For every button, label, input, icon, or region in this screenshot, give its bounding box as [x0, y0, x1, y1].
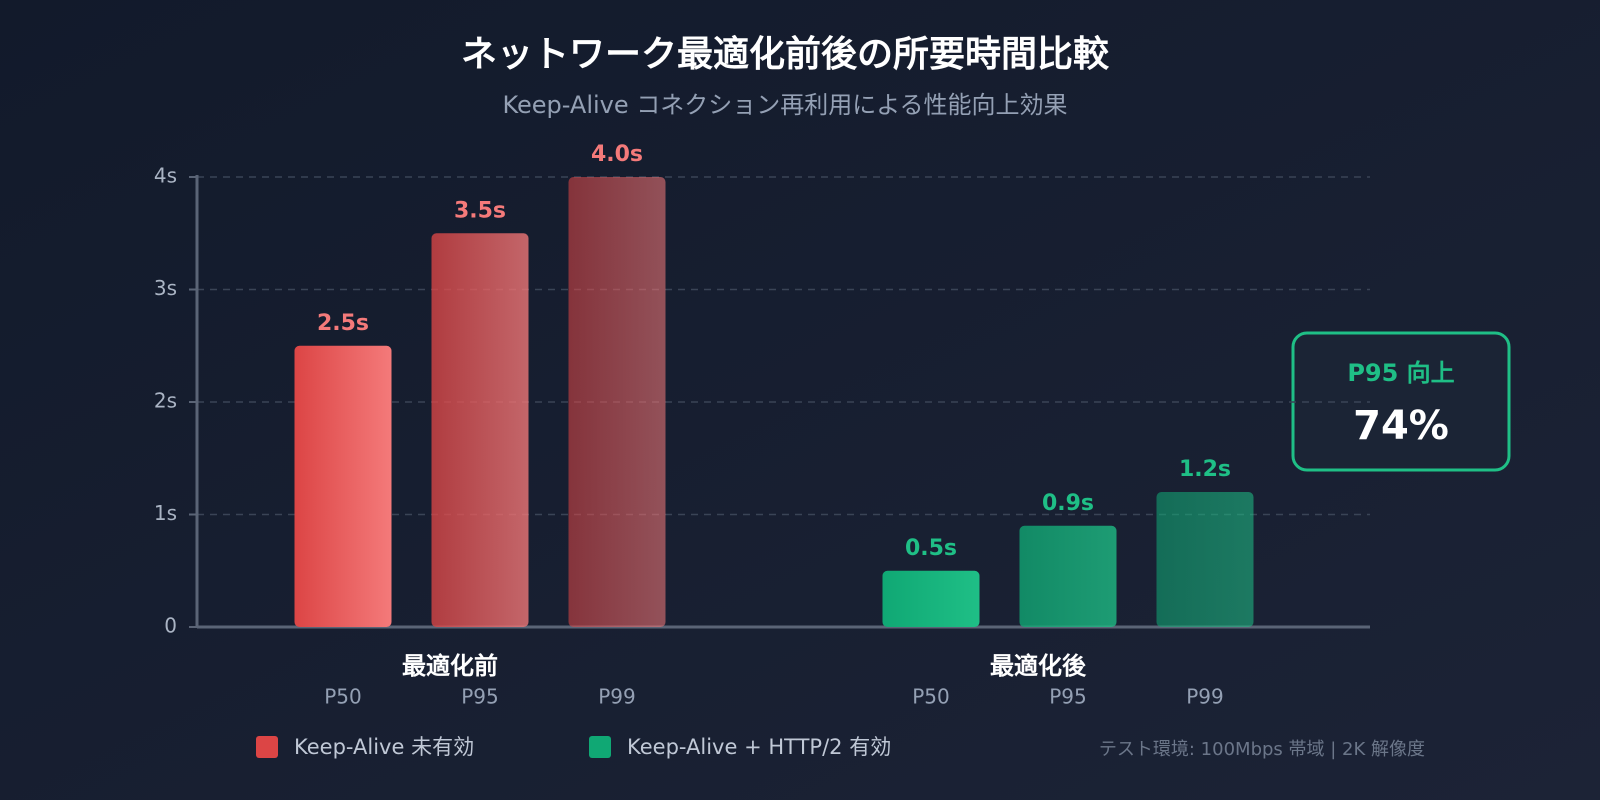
bar: [294, 345, 392, 627]
legend-swatch: [256, 736, 278, 758]
y-tick-label: 4s: [154, 164, 177, 188]
y-tick-label: 0: [164, 614, 177, 638]
x-tick-label: P50: [324, 685, 362, 709]
group-label: 最適化前: [402, 652, 498, 680]
callout-box: [1291, 331, 1511, 472]
y-tick-label: 3s: [154, 276, 177, 300]
x-tick-label: P99: [598, 685, 636, 709]
x-tick-label: P95: [461, 685, 499, 709]
value-label: 1.2s: [1179, 457, 1231, 482]
group-label: 最適化後: [990, 652, 1087, 680]
y-tick-label: 1s: [154, 501, 177, 525]
x-tick-label: P50: [912, 685, 950, 709]
chart-subtitle: Keep-Alive コネクション再利用による性能向上効果: [502, 91, 1067, 119]
footnote: テスト環境: 100Mbps 帯域 | 2K 解像度: [1099, 739, 1425, 760]
x-tick-label: P95: [1049, 685, 1087, 709]
legend-swatch: [589, 736, 611, 758]
y-tick-label: 2s: [154, 389, 177, 413]
value-label: 4.0s: [591, 142, 643, 167]
value-label: 0.9s: [1042, 491, 1094, 516]
legend-label: Keep-Alive 未有効: [294, 735, 474, 759]
legend-label: Keep-Alive + HTTP/2 有効: [627, 735, 891, 759]
bar: [1156, 492, 1254, 627]
value-label: 0.5s: [905, 536, 957, 561]
x-tick-label: P99: [1186, 685, 1224, 709]
callout-value: 74%: [1353, 403, 1449, 449]
bar: [1019, 525, 1117, 627]
callout-label: P95 向上: [1347, 359, 1454, 387]
bar: [568, 177, 666, 627]
value-label: 3.5s: [454, 198, 506, 223]
bar: [431, 233, 529, 627]
chart-title: ネットワーク最適化前後の所要時間比較: [461, 34, 1110, 75]
bar: [882, 570, 980, 627]
value-label: 2.5s: [317, 311, 369, 336]
